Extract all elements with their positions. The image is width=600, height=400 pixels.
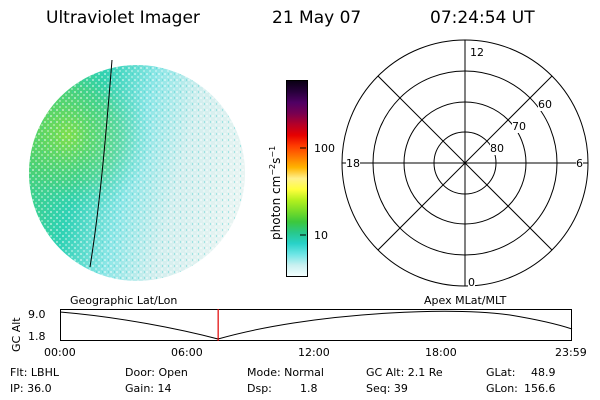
orbit-y-tick-top: 9.0: [28, 308, 46, 321]
mode-status: Mode: Normal: [247, 366, 324, 379]
dsp-label: Dsp:: [247, 382, 272, 395]
lat-label-70: 70: [512, 120, 526, 133]
ip-status: IP: 36.0: [10, 382, 52, 395]
orbit-x-tick-1800: 18:00: [425, 346, 457, 359]
orbit-x-tick-0600: 06:00: [171, 346, 203, 359]
gc-alt-status: GC Alt: 2.1 Re: [366, 366, 443, 379]
colorbar-unit-label: photon cm−2s−1: [268, 145, 283, 240]
orbit-y-axis-title: GC Alt: [10, 317, 23, 352]
orbit-y-tick-bottom: 1.8: [28, 330, 46, 343]
colorbar: [286, 80, 308, 277]
filter-status: Flt: LBHL: [10, 366, 59, 379]
orbit-x-tick-0000: 00:00: [44, 346, 76, 359]
mlt-label-6: 6: [576, 157, 583, 170]
orbit-x-tick-1200: 12:00: [298, 346, 330, 359]
uv-image-globe: [29, 59, 245, 281]
orbit-right-label: Apex MLat/MLT: [424, 294, 507, 307]
terminator-line: [89, 59, 113, 268]
glat-value: 48.9: [531, 366, 556, 379]
colorbar-tick-marks: [300, 147, 306, 236]
date-label: 21 May 07: [272, 8, 362, 28]
lat-label-60: 60: [538, 98, 552, 111]
colorbar-tick-100: 100: [314, 142, 335, 155]
orbit-left-label: Geographic Lat/Lon: [70, 294, 178, 307]
mlt-label-18: 18: [346, 157, 360, 170]
mlt-label-12: 12: [470, 46, 484, 59]
orbit-altitude-plot: [59, 309, 573, 341]
colorbar-gradient: [287, 81, 307, 276]
orbit-altitude-curve: [59, 310, 573, 340]
glon-value: 156.6: [524, 382, 556, 395]
glon-label: GLon:: [486, 382, 518, 395]
instrument-title: Ultraviolet Imager: [46, 8, 200, 28]
mlt-label-0: 0: [468, 276, 475, 289]
polar-grid: [341, 39, 589, 287]
orbit-x-tick-2359: 23:59: [555, 346, 587, 359]
dsp-value: 1.8: [300, 382, 318, 395]
door-status: Door: Open: [125, 366, 188, 379]
lat-label-80: 80: [490, 142, 504, 155]
seq-status: Seq: 39: [366, 382, 408, 395]
gain-status: Gain: 14: [125, 382, 172, 395]
colorbar-tick-10: 10: [314, 229, 328, 242]
glat-label: GLat:: [486, 366, 516, 379]
time-label: 07:24:54 UT: [430, 8, 535, 28]
